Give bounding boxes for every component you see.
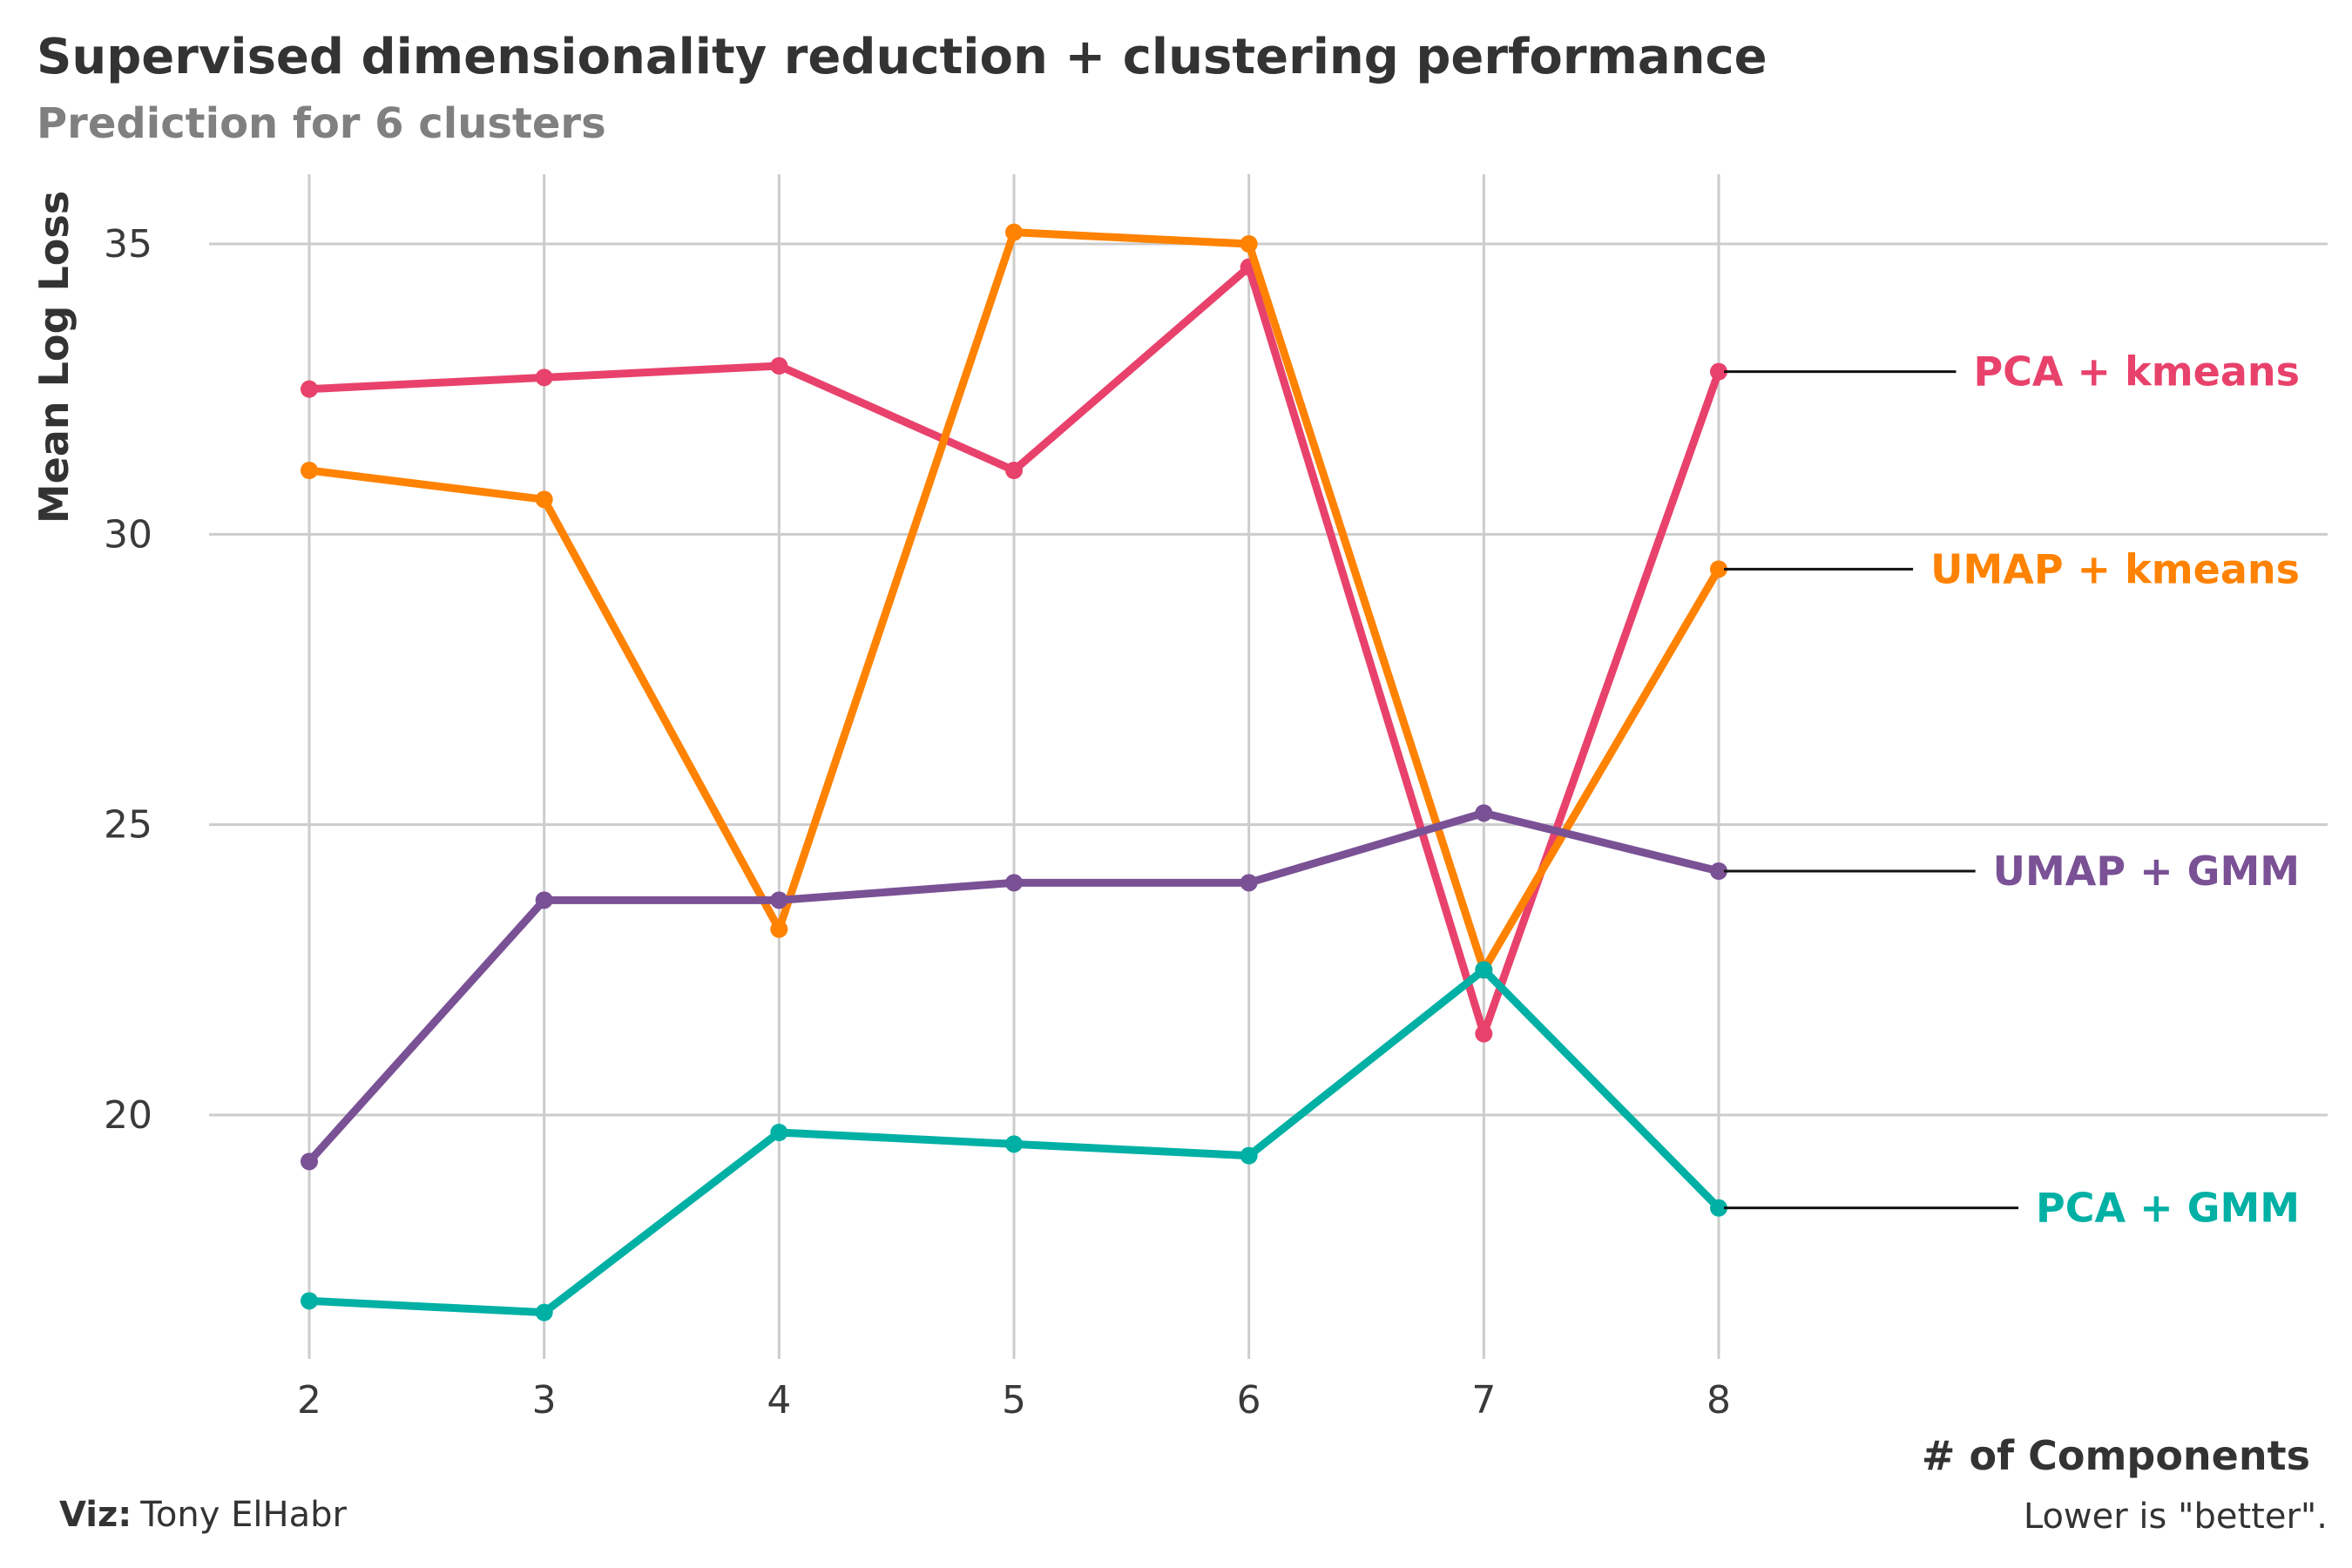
series-label: PCA + kmeans bbox=[1973, 348, 2300, 395]
y-axis-label: Mean Log Loss bbox=[30, 191, 78, 524]
series-labels: PCA + kmeans UMAP + kmeans UMAP + GMM PCA +… bbox=[1724, 348, 2300, 1232]
data-point bbox=[1710, 1199, 1727, 1217]
series-pca-kmeans bbox=[301, 258, 1727, 1043]
x-axis-ticks: 2 3 4 5 6 7 8 bbox=[297, 1378, 1731, 1423]
data-point bbox=[1475, 1024, 1493, 1043]
caption-viz-label: Viz: bbox=[59, 1495, 132, 1535]
data-point bbox=[770, 357, 788, 375]
data-point bbox=[1240, 235, 1258, 253]
x-tick-label: 8 bbox=[1707, 1378, 1731, 1423]
x-axis-label: # of Components bbox=[1922, 1432, 2310, 1479]
data-point bbox=[1005, 462, 1023, 479]
series-label: UMAP + GMM bbox=[1993, 848, 2300, 895]
series-label: UMAP + kmeans bbox=[1930, 545, 2300, 592]
data-point bbox=[1710, 362, 1727, 381]
x-tick-label: 6 bbox=[1237, 1378, 1261, 1423]
x-tick-label: 5 bbox=[1002, 1378, 1026, 1423]
data-point bbox=[1005, 223, 1023, 241]
data-point bbox=[535, 490, 553, 509]
data-point bbox=[301, 1292, 318, 1310]
chart-subtitle: Prediction for 6 clusters bbox=[37, 99, 606, 148]
x-tick-label: 7 bbox=[1471, 1378, 1496, 1423]
data-point bbox=[535, 368, 553, 387]
data-point bbox=[1240, 874, 1258, 892]
x-tick-label: 4 bbox=[767, 1378, 791, 1423]
data-point bbox=[770, 891, 788, 909]
caption-credit: Viz: Tony ElHabr bbox=[59, 1495, 347, 1535]
data-point bbox=[301, 380, 318, 398]
x-tick-label: 3 bbox=[532, 1378, 557, 1423]
y-tick-label: 30 bbox=[104, 512, 152, 557]
data-point bbox=[1710, 560, 1727, 578]
y-axis-ticks: 20 25 30 35 bbox=[104, 222, 152, 1138]
y-tick-label: 25 bbox=[104, 803, 152, 848]
data-point bbox=[770, 920, 788, 938]
data-point bbox=[770, 1124, 788, 1141]
data-point bbox=[1240, 1146, 1258, 1165]
data-point bbox=[1005, 874, 1023, 892]
data-point bbox=[1475, 804, 1493, 822]
caption-note: Lower is "better". bbox=[2024, 1497, 2328, 1537]
data-point bbox=[535, 1303, 553, 1321]
data-point bbox=[301, 1152, 318, 1171]
data-point bbox=[535, 891, 553, 909]
data-point bbox=[1710, 862, 1727, 880]
data-point bbox=[1475, 961, 1493, 979]
y-tick-label: 20 bbox=[104, 1093, 152, 1138]
series-label: PCA + GMM bbox=[2036, 1185, 2300, 1232]
y-tick-label: 35 bbox=[104, 222, 152, 267]
data-point bbox=[301, 462, 318, 479]
series-umap-gmm bbox=[301, 804, 1727, 1171]
series-lines bbox=[301, 223, 1727, 1321]
x-tick-label: 2 bbox=[297, 1378, 321, 1423]
caption-author: Tony ElHabr bbox=[139, 1495, 347, 1535]
series-pca-gmm bbox=[301, 961, 1727, 1321]
chart-title: Supervised dimensionality reduction + cl… bbox=[37, 29, 1767, 85]
data-point bbox=[1005, 1135, 1023, 1153]
